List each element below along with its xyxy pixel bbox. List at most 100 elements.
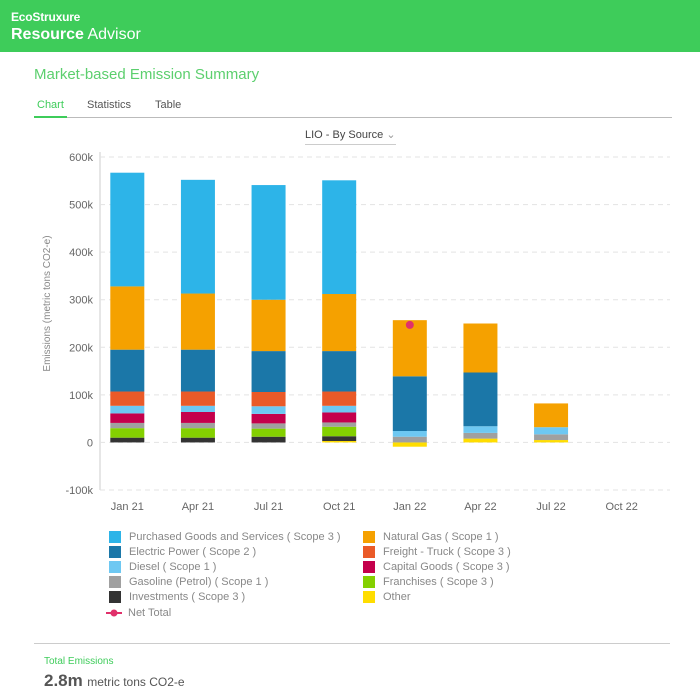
bar-segment xyxy=(322,294,357,352)
bar-segment xyxy=(322,436,357,442)
bar-segment xyxy=(251,423,286,429)
bar-segment xyxy=(534,427,569,435)
bar-segment xyxy=(180,179,215,294)
bar-segment xyxy=(180,391,215,406)
total-emissions-label: Total Emissions xyxy=(44,656,114,667)
bar-segment xyxy=(392,431,427,437)
emissions-chart: -100k 0 100k 200k 300k 400k 500k 600k Emissions … xyxy=(42,152,670,513)
bar-segment xyxy=(251,185,286,300)
legend-swatch xyxy=(109,545,121,558)
bar-segment xyxy=(180,349,215,392)
legend-item[interactable]: Investments ( Scope 3 ) xyxy=(109,590,245,605)
x-tick-label: Jul 22 xyxy=(536,501,565,513)
y-tick-label: 500k xyxy=(69,200,93,212)
net-total-point xyxy=(405,320,414,329)
bar-segment xyxy=(110,286,145,350)
legend-label: Capital Goods ( Scope 3 ) xyxy=(383,560,510,573)
bar-segment xyxy=(322,405,357,413)
legend-swatch xyxy=(109,576,121,589)
chevron-down-icon: ⌄ xyxy=(386,129,396,141)
bar-segment xyxy=(392,436,427,443)
x-tick-label: Apr 22 xyxy=(464,501,496,513)
bar-segment xyxy=(251,299,286,352)
legend-label: Freight - Truck ( Scope 3 ) xyxy=(383,545,511,558)
legend-swatch xyxy=(363,545,375,558)
bar-segment xyxy=(392,376,427,432)
bar-segment xyxy=(251,406,286,414)
bar-segment xyxy=(463,323,498,373)
y-tick-label: 300k xyxy=(69,295,93,307)
bar-segment xyxy=(110,413,145,423)
legend-label: Franchises ( Scope 3 ) xyxy=(383,576,494,589)
bar-segment xyxy=(110,172,145,287)
tab-statistics[interactable]: Statistics xyxy=(87,99,132,111)
bar-segment xyxy=(392,320,427,377)
bar-segment xyxy=(251,413,286,424)
bar-segment xyxy=(180,411,215,423)
bar-segment xyxy=(180,293,215,350)
bar-segment xyxy=(463,438,498,443)
bar-segment xyxy=(392,442,427,447)
bar-segment xyxy=(322,391,357,406)
x-tick-label: Oct 22 xyxy=(605,501,637,513)
legend-item[interactable]: Diesel ( Scope 1 ) xyxy=(109,559,216,574)
x-tick-label: Oct 21 xyxy=(323,501,355,513)
legend-item[interactable]: Gasoline (Petrol) ( Scope 1 ) xyxy=(109,575,268,590)
legend-label: Other xyxy=(383,591,411,604)
bar-segment xyxy=(110,428,145,438)
bar-segment xyxy=(110,349,145,392)
brand-logo: EcoStruxure xyxy=(11,10,81,24)
x-tick-label: Jul 21 xyxy=(254,501,283,513)
bar-segment xyxy=(251,436,286,443)
source-dropdown[interactable]: LIO - By Source ⌄ xyxy=(305,128,396,145)
bar-segment xyxy=(322,426,357,437)
legend-label: Investments ( Scope 3 ) xyxy=(129,591,246,604)
legend-label: Purchased Goods and Services ( Scope 3 ) xyxy=(129,530,341,543)
legend-item[interactable]: Freight - Truck ( Scope 3 ) xyxy=(363,544,511,559)
bar-segment xyxy=(110,405,145,414)
total-emissions-value: 2.8m metric tons CO2-e xyxy=(44,671,185,690)
tab-table[interactable]: Table xyxy=(155,99,182,111)
bar-segment xyxy=(251,392,286,407)
bar-segment xyxy=(110,391,145,406)
y-tick-label: 200k xyxy=(69,342,93,354)
legend-item[interactable]: Purchased Goods and Services ( Scope 3 ) xyxy=(109,529,341,544)
tab-chart[interactable]: Chart xyxy=(34,99,67,118)
bar-segment xyxy=(110,422,145,429)
bar-segment xyxy=(463,372,498,427)
bar-segment xyxy=(534,434,569,441)
legend-item[interactable]: Capital Goods ( Scope 3 ) xyxy=(363,559,510,574)
bar-segment xyxy=(180,437,215,443)
legend-label: Gasoline (Petrol) ( Scope 1 ) xyxy=(129,576,269,589)
tab-bar: Chart Statistics Table xyxy=(34,96,672,118)
y-tick-label: 0 xyxy=(87,437,93,449)
app-header: EcoStruxure Resource Advisor xyxy=(0,0,700,52)
app-title: Resource Advisor xyxy=(11,26,141,43)
y-tick-label: 600k xyxy=(69,152,93,164)
bar-segment xyxy=(322,412,357,423)
legend-item[interactable]: Franchises ( Scope 3 ) xyxy=(363,575,494,590)
y-axis-label: Emissions (metric tons CO2-e) xyxy=(42,235,53,371)
x-tick-label: Jan 22 xyxy=(393,501,426,513)
legend-item[interactable]: Natural Gas ( Scope 1 ) xyxy=(363,529,499,544)
legend-label: Electric Power ( Scope 2 ) xyxy=(129,545,257,558)
legend-swatch xyxy=(363,560,375,573)
net-total-marker-icon xyxy=(106,609,122,616)
bar-segment xyxy=(110,437,145,443)
bar-segment xyxy=(251,351,286,393)
bar-segment xyxy=(463,426,498,433)
legend-item[interactable]: Electric Power ( Scope 2 ) xyxy=(109,544,256,559)
divider xyxy=(34,643,670,644)
legend-swatch xyxy=(363,591,375,604)
bar-segment xyxy=(322,441,357,443)
bar-segment xyxy=(322,180,357,295)
legend-item[interactable]: Other xyxy=(363,590,411,605)
bar-segment xyxy=(534,440,569,443)
y-tick-label: -100k xyxy=(65,485,93,497)
legend-item-net-total[interactable]: Net Total xyxy=(105,605,171,620)
y-tick-label: 100k xyxy=(69,390,93,402)
page-title: Market-based Emission Summary xyxy=(34,66,260,83)
x-tick-label: Apr 21 xyxy=(182,501,214,513)
bar-segment xyxy=(251,428,286,437)
legend-swatch xyxy=(109,530,121,543)
